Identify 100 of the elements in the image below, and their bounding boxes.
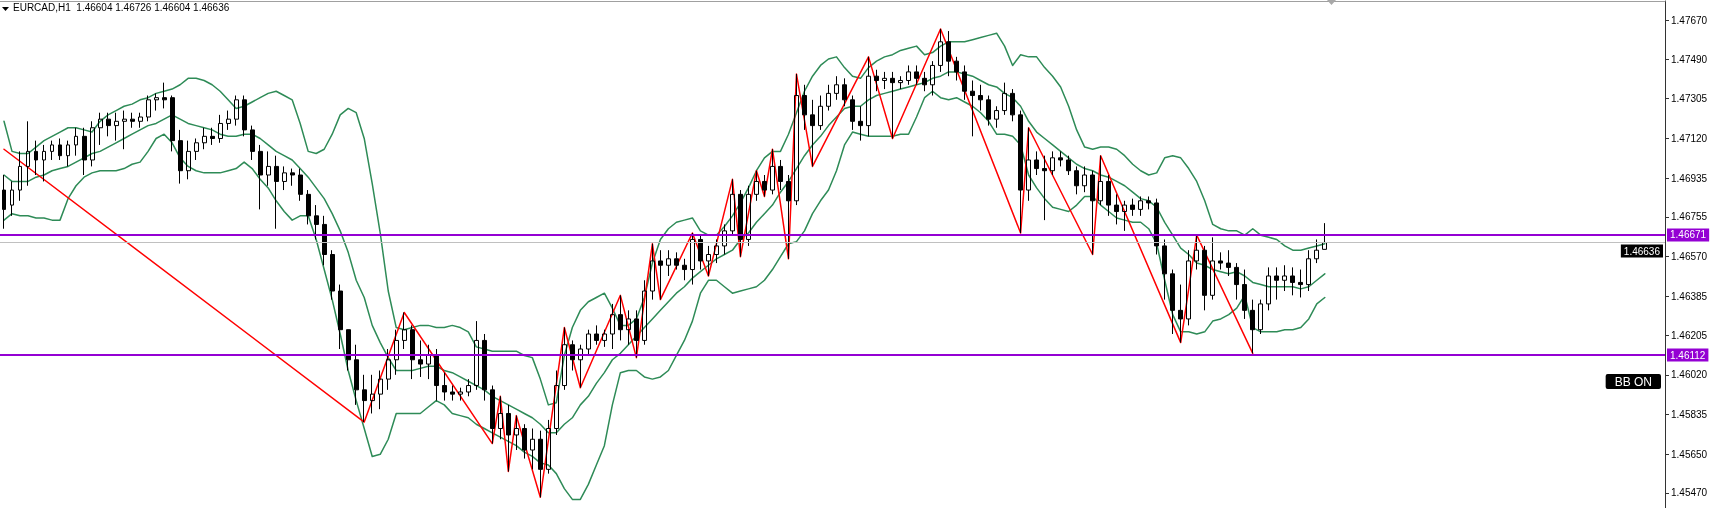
candlestick	[210, 127, 215, 146]
y-tick-label: 1.46570	[1671, 251, 1708, 263]
candlestick	[106, 112, 111, 137]
y-tick-label: 1.46385	[1671, 290, 1708, 302]
candlestick	[1122, 200, 1127, 232]
candlestick	[578, 344, 583, 389]
candlestick	[1026, 127, 1031, 202]
candlestick	[954, 56, 959, 81]
candlestick	[698, 234, 703, 271]
candlestick	[1050, 150, 1055, 176]
candlestick	[754, 170, 759, 202]
candlestick	[2, 174, 6, 230]
candlestick	[706, 245, 711, 277]
candlestick	[370, 374, 375, 414]
ref-line-label: 1.46671	[1670, 229, 1707, 241]
candlestick	[874, 69, 879, 92]
candlestick	[962, 64, 967, 101]
candlestick	[410, 324, 415, 380]
candlestick	[498, 395, 503, 440]
candlestick	[586, 329, 591, 356]
candlestick	[114, 112, 119, 142]
candlestick	[1154, 198, 1159, 255]
candlestick	[922, 71, 927, 92]
candlestick	[1130, 198, 1135, 217]
candlestick	[970, 79, 975, 137]
chart-title: EURCAD,H1 1.46604 1.46726 1.46604 1.46636	[13, 1, 230, 13]
candlestick	[1266, 266, 1271, 311]
candlestick	[426, 344, 431, 380]
candlestick	[1202, 245, 1207, 311]
candlestick	[770, 148, 775, 195]
candlestick	[58, 137, 62, 161]
candlestick	[218, 114, 223, 144]
candlestick	[338, 284, 343, 350]
y-tick-label: 1.46020	[1671, 369, 1708, 381]
candlestick	[170, 95, 175, 152]
candlestick	[50, 140, 54, 161]
y-tick-label: 1.45835	[1671, 409, 1708, 421]
candlestick	[762, 174, 767, 197]
candlestick	[562, 327, 567, 391]
y-tick-label: 1.45650	[1671, 448, 1708, 460]
candlestick	[146, 95, 151, 122]
y-tick-label: 1.46755	[1671, 211, 1708, 223]
candlestick	[946, 30, 951, 77]
candlestick	[834, 75, 839, 101]
candlestick	[898, 75, 903, 90]
candlestick	[10, 180, 14, 217]
candlestick	[714, 238, 719, 264]
candlestick	[250, 125, 255, 161]
y-tick-label: 1.47490	[1671, 53, 1708, 65]
candlestick	[386, 348, 391, 391]
candlestick	[466, 378, 471, 397]
ref-line-label: 1.46636	[1623, 245, 1661, 257]
candlestick	[786, 174, 791, 260]
candlestick	[322, 215, 327, 266]
candlestick	[626, 309, 631, 346]
candlestick	[1234, 262, 1239, 301]
candlestick	[346, 329, 351, 372]
candlestick	[722, 223, 727, 255]
candlestick	[1170, 269, 1175, 335]
candlestick	[202, 127, 207, 150]
candlestick	[842, 77, 847, 107]
line-series	[3, 71, 1326, 434]
candlestick	[1010, 88, 1015, 122]
candlestick	[42, 144, 46, 182]
candlestick	[818, 95, 823, 131]
candlestick	[194, 137, 199, 161]
candlestick	[1162, 238, 1167, 301]
candlestick	[482, 333, 487, 402]
candlestick	[674, 251, 679, 271]
candlestick	[642, 279, 647, 346]
candlestick	[666, 249, 671, 277]
candlestick	[130, 112, 135, 129]
candlestick	[1146, 196, 1151, 210]
candlestick	[1282, 264, 1287, 292]
candlestick	[1258, 299, 1263, 335]
candlestick	[906, 64, 911, 86]
candlestick	[1066, 155, 1071, 176]
candlestick	[1218, 251, 1223, 271]
candlestick	[490, 385, 495, 445]
candlestick	[98, 112, 103, 146]
candlestick	[930, 60, 935, 97]
candlestick	[122, 110, 127, 150]
candlestick	[938, 28, 943, 73]
candlestick	[442, 372, 447, 402]
candlestick	[90, 120, 95, 167]
candlestick	[1250, 299, 1255, 354]
candlestick	[514, 415, 519, 451]
candlestick	[1082, 165, 1087, 193]
candlestick	[258, 144, 263, 210]
candlestick	[282, 165, 287, 191]
candlestick	[1106, 174, 1111, 217]
candlestick	[314, 204, 319, 240]
y-tick-label: 1.46205	[1671, 329, 1708, 341]
candlestick	[1226, 249, 1231, 277]
candlestick	[154, 92, 159, 112]
candlestick	[1018, 110, 1023, 234]
candlestick	[434, 348, 439, 402]
candlestick	[530, 428, 535, 470]
candlestick	[858, 105, 863, 142]
candlestick	[618, 294, 623, 341]
